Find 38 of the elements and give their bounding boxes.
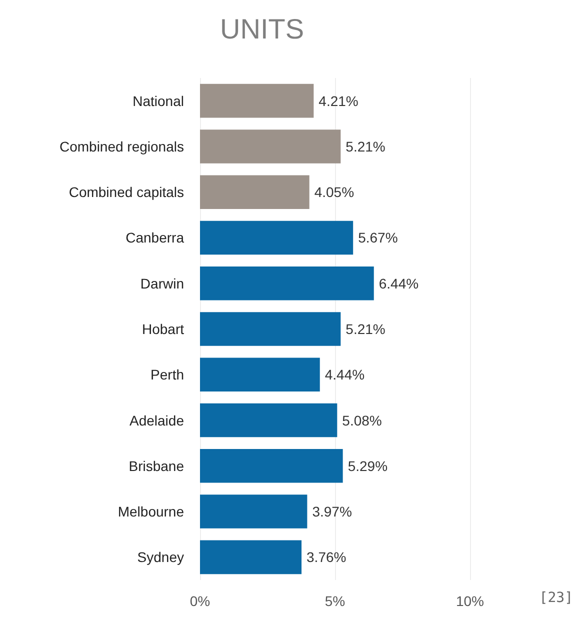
bar <box>200 494 308 528</box>
y-tick-label: Combined capitals <box>68 184 184 200</box>
data-label: 4.44% <box>324 366 365 383</box>
x-tick-label: 10% <box>456 593 484 609</box>
bar <box>200 175 310 209</box>
data-label: 5.21% <box>346 138 386 154</box>
y-tick-label: Brisbane <box>128 458 184 474</box>
data-label: 4.21% <box>318 92 358 109</box>
data-label: 6.44% <box>378 275 419 292</box>
x-tick-label: 0% <box>190 593 210 609</box>
data-label: 5.67% <box>358 230 398 246</box>
y-tick-label: Canberra <box>126 230 184 246</box>
y-tick-label: Adelaide <box>130 412 184 428</box>
data-label: 3.76% <box>306 549 346 566</box>
chart-title: UNITS <box>220 14 304 44</box>
bar <box>200 220 354 255</box>
x-tick-label: 5% <box>324 593 346 609</box>
y-tick-label: Combined regionals <box>59 138 184 154</box>
data-label: 5.08% <box>342 412 382 428</box>
bar <box>200 266 374 300</box>
y-tick-label: Hobart <box>142 321 184 337</box>
y-tick-label: Darwin <box>140 275 184 292</box>
bar <box>200 130 341 164</box>
data-label: 4.05% <box>314 184 354 200</box>
bar <box>200 312 341 346</box>
bar <box>200 84 314 118</box>
bar <box>200 403 338 438</box>
data-label: 3.97% <box>312 504 352 520</box>
data-label: 5.29% <box>348 458 388 474</box>
data-label: 5.21% <box>346 321 386 337</box>
y-tick-label: National <box>132 92 184 109</box>
bar <box>200 449 343 483</box>
y-tick-label: Melbourne <box>118 504 184 520</box>
text: [23] <box>539 590 574 606</box>
bar <box>200 540 302 574</box>
y-tick-label: Sydney <box>137 549 184 566</box>
bar <box>200 358 320 392</box>
y-tick-label: Perth <box>150 366 184 383</box>
